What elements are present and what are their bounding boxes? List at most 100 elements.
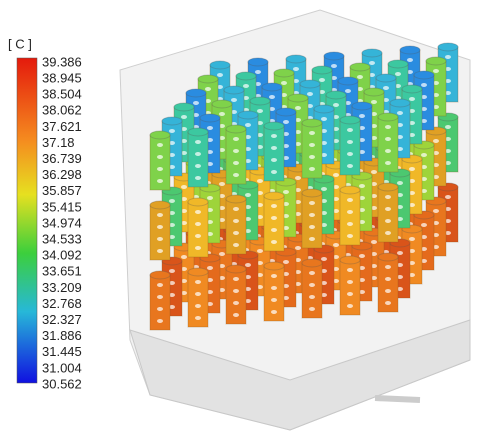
cylinder-top (312, 66, 332, 74)
cylinder-hole (309, 271, 315, 275)
cylinder-hole (207, 126, 213, 130)
cylinder-hole (271, 158, 277, 162)
cylinder-hole (195, 152, 201, 156)
color-bar (17, 58, 37, 383)
cylinder-hole (293, 67, 299, 71)
cylinder-hole (195, 210, 201, 214)
cylinder-hole (369, 61, 375, 65)
cylinder-top (212, 100, 232, 108)
scene: [ C ] 39.38638.94538.50438.06237.62137.1… (0, 0, 481, 441)
cylinder-hole (271, 216, 277, 220)
cylinder-top (250, 97, 270, 105)
cylinder-hole (193, 101, 199, 105)
cylinder-hole (157, 213, 163, 217)
cylinder-hole (347, 304, 353, 308)
cylinder-hole (333, 243, 339, 247)
cylinder-hole (409, 167, 415, 171)
legend-label: 31.886 (42, 328, 82, 343)
cylinder-hole (309, 155, 315, 159)
cylinder-hole (295, 176, 301, 180)
legend-label: 35.415 (42, 199, 82, 214)
legend-label: 36.739 (42, 151, 82, 166)
cylinder-hole (195, 292, 201, 296)
cylinder-hole (385, 137, 391, 141)
cylinder-hole (195, 176, 201, 180)
legend-label: 37.621 (42, 119, 82, 134)
cylinder-hole (181, 185, 187, 189)
cylinder-top (264, 192, 284, 200)
legend-label: 32.327 (42, 312, 82, 327)
cylinder-hole (207, 196, 213, 200)
cylinder-hole (385, 219, 391, 223)
cylinder-top (414, 71, 434, 79)
cylinder-top (262, 83, 282, 91)
cylinder-hole (347, 164, 353, 168)
cylinder-hole (169, 199, 175, 203)
legend-label: 34.533 (42, 232, 82, 247)
cylinder-top (150, 201, 170, 209)
cylinder-top (188, 198, 208, 206)
cylinder-hole (309, 307, 315, 311)
cylinder-hole (255, 70, 261, 74)
cylinder-hole (271, 274, 277, 278)
cylinder-hole (347, 222, 353, 226)
cylinder-top (248, 58, 268, 66)
cylinder-top (226, 265, 246, 273)
cylinder-hole (345, 89, 351, 93)
cylinder-hole (385, 265, 391, 269)
cylinder-hole (195, 140, 201, 144)
cylinder-top (226, 195, 246, 203)
cylinder-hole (383, 86, 389, 90)
legend-unit: [ C ] (8, 36, 32, 51)
cylinder-top (340, 256, 360, 264)
cylinder-top (200, 114, 220, 122)
cylinder-hole (445, 195, 451, 199)
legend-label: 30.562 (42, 376, 82, 391)
cylinder-top (188, 128, 208, 136)
legend-label: 38.504 (42, 87, 82, 102)
cylinder-hole (321, 117, 327, 121)
cylinder-hole (157, 225, 163, 229)
cylinder-hole (271, 228, 277, 232)
cylinder-hole (385, 125, 391, 129)
cylinder-hole (195, 280, 201, 284)
cylinder-top (400, 46, 420, 54)
legend-label: 31.004 (42, 360, 82, 375)
cylinder-hole (359, 114, 365, 118)
cylinder-hole (245, 193, 251, 197)
cylinder-top (236, 72, 256, 80)
cylinder-hole (309, 131, 315, 135)
cylinder-top (340, 116, 360, 124)
cylinder-top (324, 52, 344, 60)
cylinder-hole (331, 64, 337, 68)
cylinder-hole (157, 167, 163, 171)
cylinder-hole (181, 115, 187, 119)
cylinder-top (340, 186, 360, 194)
cylinder-hole (397, 111, 403, 115)
cylinder-top (276, 108, 296, 116)
cylinder-hole (309, 143, 315, 147)
cylinder-hole (195, 234, 201, 238)
cylinder-hole (217, 73, 223, 77)
cylinder-hole (233, 137, 239, 141)
cylinder-hole (371, 240, 377, 244)
cylinder-hole (385, 277, 391, 281)
cylinder-hole (347, 210, 353, 214)
cylinder-hole (233, 289, 239, 293)
cylinder-top (198, 75, 218, 83)
cylinder-top (174, 103, 194, 111)
cylinder-hole (245, 263, 251, 267)
cylinder-top (326, 91, 346, 99)
cylinder-top (286, 55, 306, 63)
cylinder-hole (309, 225, 315, 229)
cylinder-hole (445, 55, 451, 59)
cylinder-top (302, 259, 322, 267)
cylinder-top (402, 85, 422, 93)
cylinder-top (300, 80, 320, 88)
legend-label: 33.209 (42, 280, 82, 295)
cylinder-hole (271, 204, 277, 208)
cylinder-top (224, 86, 244, 94)
cylinder-hole (169, 269, 175, 273)
cylinder-hole (397, 251, 403, 255)
cylinder-top (378, 253, 398, 261)
